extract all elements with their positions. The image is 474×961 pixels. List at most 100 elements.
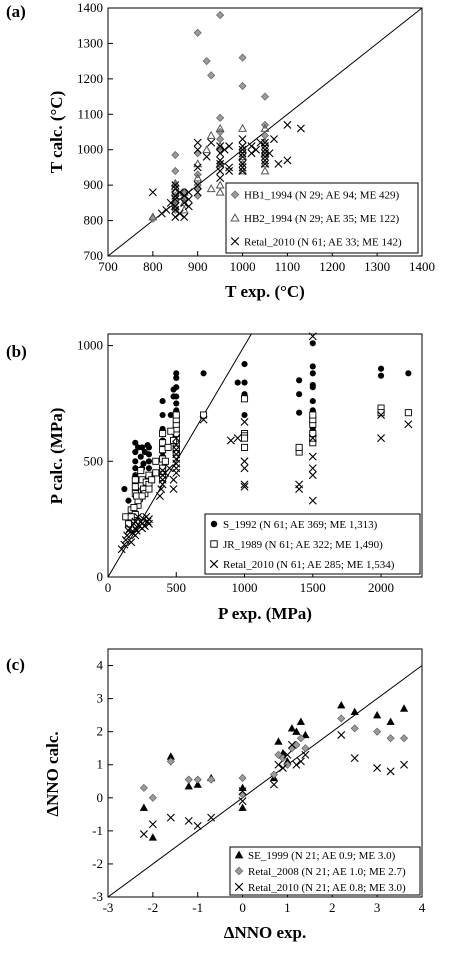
data-point — [386, 767, 395, 776]
data-point — [247, 142, 256, 151]
data-point — [309, 411, 317, 419]
data-point — [140, 522, 149, 531]
data-point — [170, 386, 177, 393]
data-point — [238, 803, 247, 811]
data-point — [207, 138, 216, 147]
data-point — [274, 159, 283, 168]
data-point — [127, 513, 135, 521]
legend-marker — [234, 866, 244, 876]
data-point — [132, 526, 141, 535]
data-point — [193, 181, 202, 190]
x-tick-label: 2 — [329, 900, 336, 915]
data-point — [283, 156, 292, 165]
y-tick-label: 3 — [97, 691, 104, 706]
data-point — [193, 163, 202, 172]
data-point — [241, 395, 249, 403]
data-point — [145, 444, 153, 451]
data-point — [129, 519, 138, 528]
data-point — [148, 793, 157, 802]
data-point — [148, 188, 157, 197]
data-point — [139, 444, 146, 451]
data-point — [148, 476, 156, 484]
y-tick-label: 0 — [97, 569, 104, 584]
data-point — [278, 764, 287, 773]
data-point — [171, 205, 180, 214]
data-point — [240, 482, 249, 491]
y-tick-label: 4 — [97, 658, 104, 673]
data-point — [240, 464, 249, 473]
data-point — [175, 191, 185, 200]
data-point — [400, 760, 409, 769]
y-tick-label: 1200 — [77, 71, 103, 86]
data-point — [292, 760, 301, 769]
x-tick-label: 1100 — [275, 259, 301, 274]
data-point — [193, 173, 203, 182]
data-point — [404, 420, 413, 429]
data-point — [238, 787, 247, 796]
x-tick-label: -2 — [147, 900, 158, 915]
data-point — [309, 384, 316, 391]
data-point — [240, 417, 249, 426]
data-point — [138, 492, 146, 500]
y-tick-label: 2 — [97, 724, 104, 739]
data-point — [148, 820, 157, 829]
data-point — [373, 727, 382, 736]
data-point — [238, 152, 248, 161]
data-point — [184, 775, 193, 784]
legend-entry: Retal_2010 (N 21; AE 0.8; ME 3.0) — [248, 882, 406, 894]
data-point — [216, 166, 225, 175]
data-point — [287, 724, 297, 732]
y-tick-label: 900 — [84, 177, 104, 192]
legend-entry: Retal_2008 (N 21; AE 1.0; ME 2.7) — [248, 866, 406, 878]
data-point — [152, 457, 160, 465]
legend-entry: HB1_1994 (N 29; AE 94; ME 429) — [244, 190, 400, 202]
data-point — [159, 398, 166, 405]
data-point — [309, 363, 316, 370]
data-point — [193, 159, 203, 168]
data-point — [296, 717, 305, 725]
data-point — [123, 531, 132, 540]
series-0 — [121, 340, 412, 518]
x-tick-label: 700 — [98, 259, 118, 274]
data-point — [261, 152, 269, 161]
data-point — [247, 149, 256, 158]
legend-entry: Retal_2010 (N 61; AE 33; ME 142) — [244, 236, 402, 248]
data-point — [269, 780, 278, 789]
data-point — [337, 700, 346, 709]
one-to-one-line — [107, 665, 423, 898]
x-tick-label: 3 — [374, 900, 381, 915]
x-tick-label: 0 — [105, 580, 112, 595]
data-point — [283, 760, 292, 769]
chart-panel-0: 700 800 900 1000 1100 1200 1300 1400 700 800 900 10… — [6, 0, 435, 301]
chart-panel-1: 0 500 1000 1500 2000 0 500 1000 (b) P exp. (MPa) P… — [6, 332, 423, 623]
data-point — [132, 458, 139, 465]
panel-label: (b) — [6, 342, 27, 361]
data-point — [238, 152, 247, 161]
data-point — [206, 184, 216, 193]
series-1 — [148, 123, 270, 221]
data-point — [215, 187, 225, 196]
data-point — [175, 209, 184, 218]
data-point — [169, 485, 178, 494]
data-point — [121, 485, 128, 493]
data-point — [193, 775, 202, 784]
y-tick-label: 1300 — [77, 35, 103, 50]
data-point — [269, 770, 278, 779]
data-point — [193, 821, 202, 830]
series-2 — [117, 332, 413, 554]
data-point — [238, 163, 247, 172]
data-point — [296, 409, 303, 416]
data-point — [261, 145, 269, 154]
plot-frame — [107, 648, 423, 898]
data-point — [134, 512, 143, 521]
data-point — [269, 135, 278, 144]
data-point — [292, 740, 301, 749]
data-point — [166, 813, 175, 822]
data-point — [241, 443, 249, 451]
data-point — [373, 764, 382, 773]
data-point — [233, 434, 242, 443]
data-point — [137, 453, 144, 460]
data-point — [145, 485, 153, 493]
data-point — [220, 145, 229, 154]
data-point — [238, 149, 247, 158]
